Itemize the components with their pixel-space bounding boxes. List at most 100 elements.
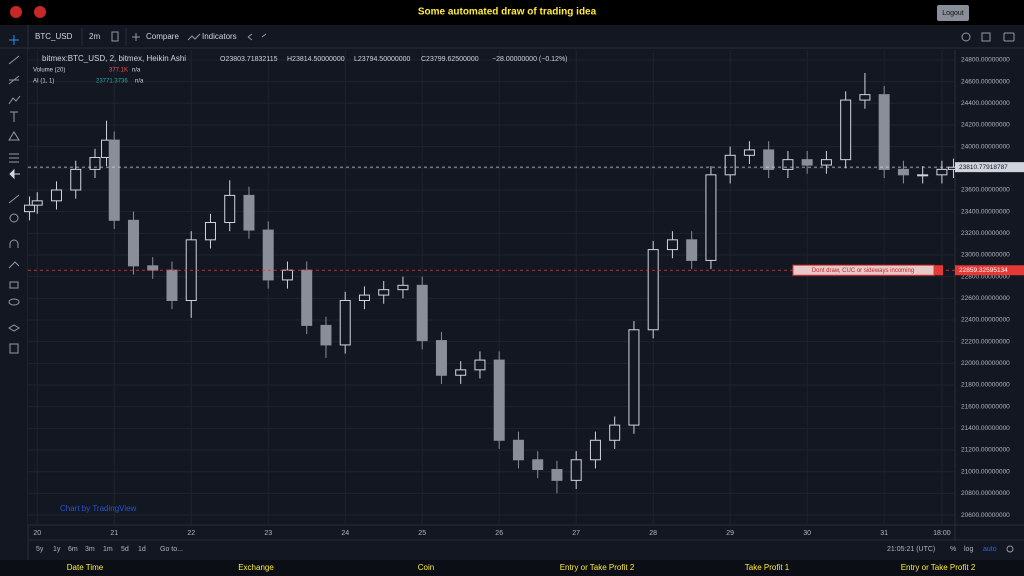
price-label-box [955, 162, 1024, 173]
zoom-tool[interactable] [9, 213, 19, 223]
y-tick-label: 21400.00000000 [961, 425, 1010, 432]
candle-body [820, 159, 832, 166]
settings-icon[interactable] [1006, 545, 1014, 553]
candle-body [551, 469, 563, 481]
candle-body [493, 359, 505, 441]
candle-body [358, 294, 370, 302]
candle-body [917, 174, 929, 177]
candle-body [147, 265, 159, 271]
interval[interactable]: 2m [89, 32, 100, 41]
indicators-icon[interactable] [187, 33, 201, 41]
text-tool[interactable] [10, 111, 18, 122]
candle-body [782, 159, 794, 170]
y-tick-label: 24000.00000000 [961, 143, 1010, 150]
fullscreen-icon[interactable] [981, 32, 991, 42]
y-tick-label: 21200.00000000 [961, 447, 1010, 454]
candle-body [589, 439, 601, 461]
footer [0, 560, 1024, 576]
candle-body [647, 249, 659, 331]
range[interactable]: 1y [53, 546, 61, 553]
logout-label[interactable]: Logout [942, 10, 963, 17]
candle-body [70, 168, 82, 191]
visibility-tool[interactable] [8, 298, 20, 306]
candle-body [416, 284, 428, 342]
x-tick-label: 24 [341, 530, 349, 537]
footer-label: Entry or Take Profit 2 [901, 563, 976, 572]
logout-button[interactable] [937, 5, 969, 21]
x-tick-label: 22 [187, 530, 195, 537]
y-tick-label: 22000.00000000 [961, 360, 1010, 367]
legend-open: O23803.71832115 [220, 56, 278, 63]
range[interactable]: 1d [138, 546, 146, 553]
x-tick-label: 21 [110, 530, 118, 537]
lock-tool[interactable] [9, 281, 19, 289]
range[interactable]: 6m [68, 546, 78, 553]
y-tick-label: 22200.00000000 [961, 338, 1010, 345]
prediction-tool[interactable] [9, 153, 19, 163]
footer-label: Coin [418, 563, 434, 572]
ai-value: 23771.3736 [96, 79, 128, 85]
candle-body [801, 159, 813, 166]
cursor-tool[interactable] [9, 35, 19, 45]
footer-label: Exchange [238, 563, 274, 572]
layers-tool[interactable] [8, 324, 20, 332]
measure-tool[interactable] [8, 194, 20, 204]
range[interactable]: 5y [36, 546, 44, 553]
brush-tool[interactable] [8, 95, 21, 105]
range[interactable]: 1m [103, 546, 113, 553]
compare[interactable]: Compare [146, 32, 179, 41]
volume-na: n/a [132, 68, 141, 74]
candle-body [936, 168, 948, 176]
y-tick-label: 20800.00000000 [961, 490, 1010, 497]
volume-value: 377.1K [109, 68, 128, 74]
legend-high: H23814.50000000 [287, 56, 345, 63]
pattern-tool[interactable] [8, 131, 20, 141]
candle-body [243, 194, 255, 231]
settings-icon[interactable] [961, 32, 971, 42]
plot-area [28, 50, 955, 525]
log-toggle[interactable]: log [964, 546, 973, 553]
price-label: 23810.77918787 [959, 164, 1008, 171]
y-tick-label: 21000.00000000 [961, 468, 1010, 475]
candle-body [108, 139, 120, 221]
x-tick-label: 27 [572, 530, 580, 537]
back-tool[interactable] [9, 168, 20, 180]
line-tool[interactable] [8, 55, 20, 65]
x-tick-label: 31 [880, 530, 888, 537]
percent-toggle[interactable]: % [950, 546, 956, 553]
ai-name: AI (1, 1) [33, 79, 54, 85]
candle-icon[interactable] [111, 31, 119, 42]
magnet-tool[interactable] [9, 239, 19, 248]
candle-body [378, 289, 390, 296]
fib-tool[interactable] [8, 75, 20, 85]
x-tick-label: 26 [495, 530, 503, 537]
candle-body [339, 300, 351, 346]
go-to[interactable]: Go to... [160, 546, 183, 553]
candle-body [666, 239, 678, 251]
candle-body [281, 269, 293, 281]
candle-body [166, 269, 178, 302]
candle-body [878, 94, 890, 170]
candle-body [743, 149, 755, 156]
candle-body [24, 204, 36, 213]
range[interactable]: 3m [85, 546, 95, 553]
range[interactable]: 5d [121, 546, 129, 553]
auto-toggle[interactable]: auto [983, 546, 997, 553]
candle-body [262, 229, 274, 281]
y-tick-label: 22800.00000000 [961, 273, 1010, 280]
candle-body [320, 324, 332, 346]
y-tick-label: 22600.00000000 [961, 295, 1010, 302]
candle-body [840, 99, 852, 161]
delete-tool[interactable] [9, 343, 19, 354]
y-tick-label: 24600.00000000 [961, 78, 1010, 85]
indicators[interactable]: Indicators [202, 32, 237, 41]
draw-mode-tool[interactable] [8, 261, 20, 269]
candle-body [705, 174, 717, 261]
candle-body [686, 239, 698, 261]
compare-icon[interactable] [132, 33, 140, 41]
annotation: Dont draw, CUC or sideways incoming [812, 268, 914, 274]
candle-body [435, 340, 447, 376]
undo-redo[interactable] [247, 33, 267, 41]
symbol[interactable]: BTC_USD [35, 32, 73, 41]
snapshot-icon[interactable] [1003, 32, 1015, 42]
